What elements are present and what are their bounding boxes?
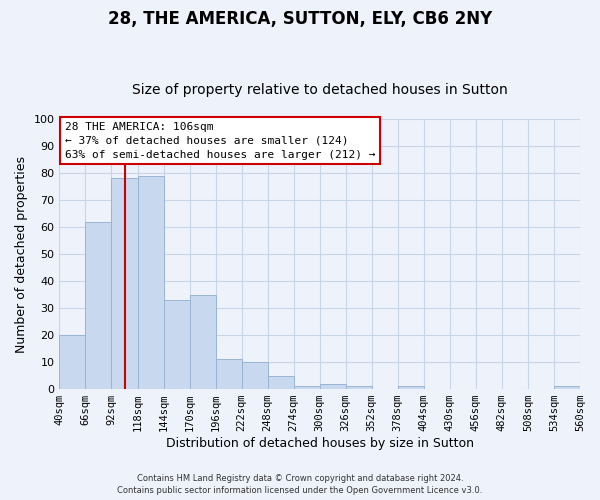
Bar: [346, 386, 372, 389]
Bar: [164, 300, 190, 389]
Title: Size of property relative to detached houses in Sutton: Size of property relative to detached ho…: [132, 83, 508, 97]
Bar: [215, 360, 242, 389]
Text: 28, THE AMERICA, SUTTON, ELY, CB6 2NY: 28, THE AMERICA, SUTTON, ELY, CB6 2NY: [108, 10, 492, 28]
Bar: [398, 386, 424, 389]
Text: 28 THE AMERICA: 106sqm
← 37% of detached houses are smaller (124)
63% of semi-de: 28 THE AMERICA: 106sqm ← 37% of detached…: [65, 122, 375, 160]
Bar: [293, 386, 320, 389]
Text: Contains HM Land Registry data © Crown copyright and database right 2024.
Contai: Contains HM Land Registry data © Crown c…: [118, 474, 482, 495]
Bar: [268, 376, 293, 389]
Bar: [85, 222, 112, 389]
Bar: [190, 294, 215, 389]
Y-axis label: Number of detached properties: Number of detached properties: [15, 156, 28, 352]
X-axis label: Distribution of detached houses by size in Sutton: Distribution of detached houses by size …: [166, 437, 474, 450]
Bar: [554, 386, 580, 389]
Bar: [112, 178, 137, 389]
Bar: [320, 384, 346, 389]
Bar: [59, 335, 85, 389]
Bar: [137, 176, 164, 389]
Bar: [242, 362, 268, 389]
